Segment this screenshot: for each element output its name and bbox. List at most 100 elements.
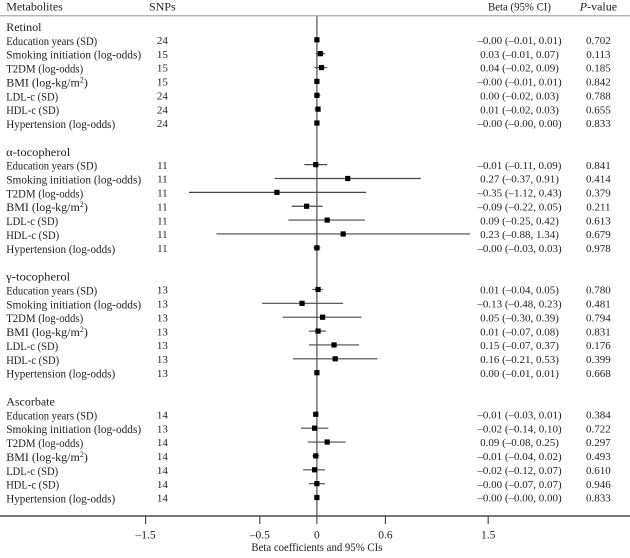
svg-text:–0.00 (–0.00, 0.00): –0.00 (–0.00, 0.00) xyxy=(476,493,562,505)
svg-text:Smoking initiation (log-odds): Smoking initiation (log-odds) xyxy=(6,173,141,187)
svg-text:0.113: 0.113 xyxy=(586,49,611,61)
svg-text:11: 11 xyxy=(157,188,168,200)
svg-text:Beta (95% CI): Beta (95% CI) xyxy=(488,0,551,14)
svg-text:BMI (log-kg/m2): BMI (log-kg/m2) xyxy=(6,75,88,89)
svg-text:Retinol: Retinol xyxy=(6,20,42,34)
svg-text:Smoking initiation (log-odds): Smoking initiation (log-odds) xyxy=(6,422,141,436)
svg-text:0.613: 0.613 xyxy=(586,215,611,227)
svg-text:0.23 (–0.88, 1.34): 0.23 (–0.88, 1.34) xyxy=(480,229,559,241)
svg-text:0.414: 0.414 xyxy=(586,174,611,186)
svg-text:24: 24 xyxy=(157,118,169,130)
svg-text:0.379: 0.379 xyxy=(586,188,611,200)
svg-text:13: 13 xyxy=(157,285,169,297)
svg-text:1.5: 1.5 xyxy=(481,530,496,542)
svg-text:0.668: 0.668 xyxy=(586,368,611,380)
svg-text:–0.35 (–1.12, 0.43): –0.35 (–1.12, 0.43) xyxy=(476,188,562,200)
svg-text:BMI (log-kg/m2): BMI (log-kg/m2) xyxy=(6,325,88,339)
svg-text:0.702: 0.702 xyxy=(586,35,611,47)
svg-text:0.176: 0.176 xyxy=(586,340,611,352)
svg-text:0.09 (–0.25, 0.42): 0.09 (–0.25, 0.42) xyxy=(480,215,559,227)
svg-text:0.185: 0.185 xyxy=(586,63,611,75)
svg-text:14: 14 xyxy=(157,451,169,463)
svg-text:13: 13 xyxy=(157,312,169,324)
svg-text:14: 14 xyxy=(157,493,169,505)
svg-text:–0.09 (–0.22, 0.05): –0.09 (–0.22, 0.05) xyxy=(476,201,562,213)
svg-text:LDL-c (SD): LDL-c (SD) xyxy=(6,464,58,478)
svg-text:0.01 (–0.07, 0.08): 0.01 (–0.07, 0.08) xyxy=(480,326,559,338)
svg-text:0.01 (–0.04, 0.05): 0.01 (–0.04, 0.05) xyxy=(480,285,559,297)
svg-text:–0.5: –0.5 xyxy=(249,530,270,542)
svg-text:0.04 (–0.02, 0.09): 0.04 (–0.02, 0.09) xyxy=(480,63,559,75)
svg-text:11: 11 xyxy=(157,229,168,241)
svg-text:15: 15 xyxy=(157,49,169,61)
svg-text:0.6: 0.6 xyxy=(378,530,393,542)
svg-text:–0.00 (–0.01, 0.01): –0.00 (–0.01, 0.01) xyxy=(476,77,562,89)
svg-text:Metabolites: Metabolites xyxy=(6,0,63,14)
svg-text:0.00 (–0.02, 0.03): 0.00 (–0.02, 0.03) xyxy=(480,90,559,102)
svg-text:13: 13 xyxy=(157,354,169,366)
svg-text:T2DM (log-odds): T2DM (log-odds) xyxy=(6,62,83,76)
svg-text:Education years (SD): Education years (SD) xyxy=(6,408,97,422)
svg-text:BMI (log-kg/m2): BMI (log-kg/m2) xyxy=(6,200,88,214)
svg-text:–0.00 (–0.01, 0.01): –0.00 (–0.01, 0.01) xyxy=(476,35,562,47)
svg-text:0.16 (–0.21, 0.53): 0.16 (–0.21, 0.53) xyxy=(480,354,559,366)
svg-text:Smoking initiation (log-odds): Smoking initiation (log-odds) xyxy=(6,297,141,311)
svg-text:–0.02 (–0.12, 0.07): –0.02 (–0.12, 0.07) xyxy=(476,465,562,477)
svg-text:0.780: 0.780 xyxy=(586,285,611,297)
svg-text:γ-tocopherol: γ-tocopherol xyxy=(5,270,71,284)
svg-text:P-value: P-value xyxy=(579,0,617,14)
svg-text:0.610: 0.610 xyxy=(586,465,611,477)
svg-text:0.722: 0.722 xyxy=(586,423,611,435)
svg-text:T2DM (log-odds): T2DM (log-odds) xyxy=(6,311,83,325)
svg-text:13: 13 xyxy=(157,299,169,311)
svg-text:Hypertension (log-odds): Hypertension (log-odds) xyxy=(6,367,115,381)
svg-text:–0.00 (–0.07, 0.07): –0.00 (–0.07, 0.07) xyxy=(476,479,562,491)
svg-text:0.05 (–0.30, 0.39): 0.05 (–0.30, 0.39) xyxy=(480,312,559,324)
svg-text:11: 11 xyxy=(157,160,168,172)
svg-text:–0.13 (–0.48, 0.23): –0.13 (–0.48, 0.23) xyxy=(476,299,562,311)
svg-text:–0.02 (–0.14, 0.10): –0.02 (–0.14, 0.10) xyxy=(476,423,562,435)
svg-text:0.842: 0.842 xyxy=(586,77,611,89)
svg-text:0.09 (–0.08, 0.25): 0.09 (–0.08, 0.25) xyxy=(480,437,559,449)
svg-text:–0.00 (–0.00, 0.00): –0.00 (–0.00, 0.00) xyxy=(476,118,562,130)
svg-text:0.211: 0.211 xyxy=(586,201,610,213)
svg-text:–0.01 (–0.11, 0.09): –0.01 (–0.11, 0.09) xyxy=(477,160,562,172)
svg-text:0.00 (–0.01, 0.01): 0.00 (–0.01, 0.01) xyxy=(480,368,559,380)
svg-text:Hypertension (log-odds): Hypertension (log-odds) xyxy=(6,117,115,131)
svg-text:14: 14 xyxy=(157,465,169,477)
svg-text:LDL-c (SD): LDL-c (SD) xyxy=(6,89,58,103)
svg-text:14: 14 xyxy=(157,479,169,491)
svg-text:11: 11 xyxy=(157,243,168,255)
svg-text:24: 24 xyxy=(157,104,169,116)
svg-text:0.399: 0.399 xyxy=(586,354,611,366)
svg-text:11: 11 xyxy=(157,215,168,227)
svg-text:0.833: 0.833 xyxy=(586,118,611,130)
svg-text:–1.5: –1.5 xyxy=(135,530,156,542)
svg-text:0.831: 0.831 xyxy=(586,326,611,338)
svg-text:LDL-c (SD): LDL-c (SD) xyxy=(6,339,58,353)
svg-text:Ascorbate: Ascorbate xyxy=(6,394,55,408)
svg-text:HDL-c (SD): HDL-c (SD) xyxy=(6,103,59,117)
svg-text:11: 11 xyxy=(157,201,168,213)
svg-text:Education years (SD): Education years (SD) xyxy=(6,283,97,297)
svg-text:Education years (SD): Education years (SD) xyxy=(6,159,97,173)
svg-text:SNPs: SNPs xyxy=(149,0,176,14)
svg-text:–0.01 (–0.04, 0.02): –0.01 (–0.04, 0.02) xyxy=(476,451,562,463)
svg-text:0.833: 0.833 xyxy=(586,493,611,505)
svg-text:LDL-c (SD): LDL-c (SD) xyxy=(6,214,58,228)
svg-text:α-tocopherol: α-tocopherol xyxy=(6,145,71,159)
svg-text:Education years (SD): Education years (SD) xyxy=(6,34,97,48)
svg-text:13: 13 xyxy=(157,326,169,338)
svg-text:0.481: 0.481 xyxy=(586,299,611,311)
svg-text:0.841: 0.841 xyxy=(586,160,611,172)
svg-text:0.794: 0.794 xyxy=(586,312,611,324)
svg-text:0.384: 0.384 xyxy=(586,409,611,421)
svg-text:BMI (log-kg/m2): BMI (log-kg/m2) xyxy=(6,450,88,464)
svg-text:14: 14 xyxy=(157,409,169,421)
svg-text:T2DM (log-odds): T2DM (log-odds) xyxy=(6,186,83,200)
svg-text:15: 15 xyxy=(157,63,169,75)
svg-text:0.27 (–0.37, 0.91): 0.27 (–0.37, 0.91) xyxy=(480,174,559,186)
svg-text:Smoking initiation (log-odds): Smoking initiation (log-odds) xyxy=(6,48,141,62)
svg-text:0.655: 0.655 xyxy=(586,104,611,116)
svg-text:24: 24 xyxy=(157,90,169,102)
